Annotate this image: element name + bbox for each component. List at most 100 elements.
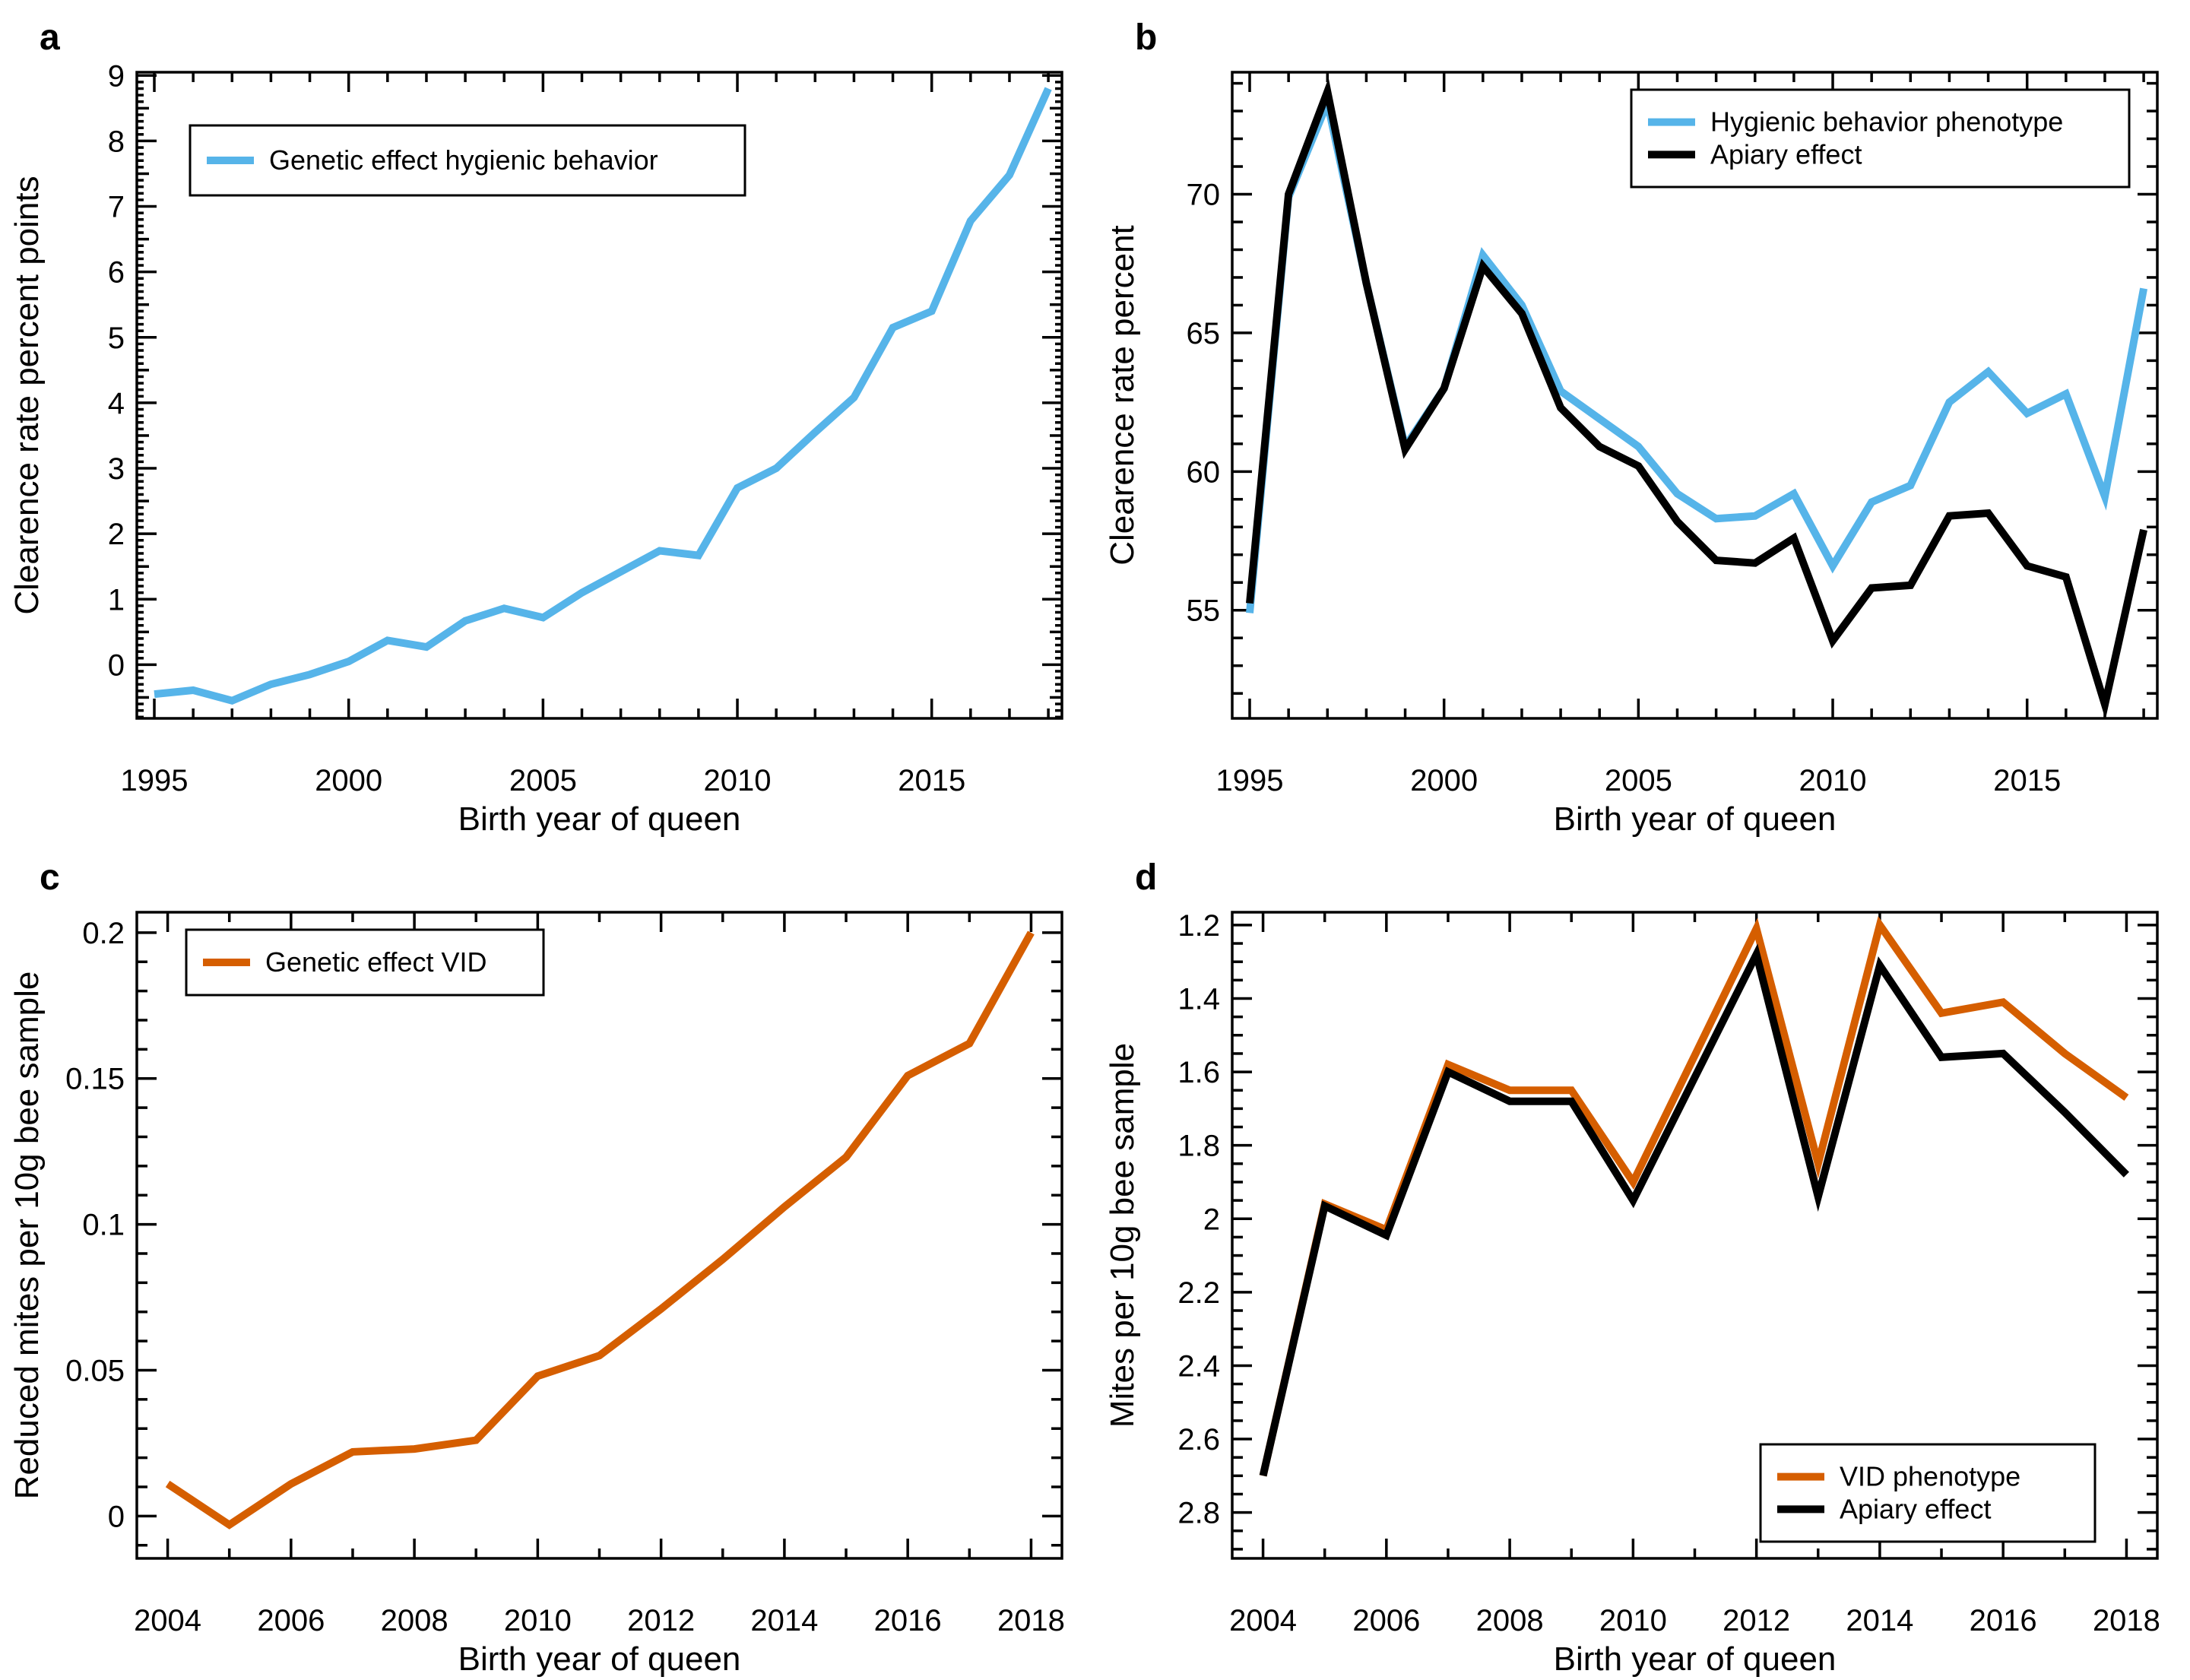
y-tick-label: 1.2	[1177, 909, 1220, 943]
series-line-genetic-effect-hygienic-behavior	[154, 87, 1052, 705]
tick-labels: 1995 2000 2005 2010 2015 55 60 65 70	[1187, 179, 2062, 797]
x-tick-label: 2005	[1605, 764, 1672, 797]
x-tick-label: 2004	[134, 1604, 201, 1637]
y-tick-label: 2.6	[1177, 1423, 1220, 1457]
y-axis-title: Clearence rate percent points	[8, 176, 46, 614]
x-tick-label: 1995	[1216, 764, 1284, 797]
y-tick-label: 0	[108, 1500, 125, 1533]
y-tick-label: 60	[1187, 455, 1221, 489]
y-tick-label: 55	[1187, 594, 1221, 628]
y-tick-label: 6	[108, 256, 125, 290]
legend-label: Genetic effect VID	[265, 946, 486, 978]
y-tick-label: 2.2	[1177, 1276, 1220, 1310]
x-tick-label: 2010	[504, 1604, 572, 1637]
y-tick-label: 8	[108, 125, 125, 158]
x-tick-label: 2005	[509, 764, 577, 797]
x-tick-label: 2016	[874, 1604, 942, 1637]
y-tick-label: 2.8	[1177, 1497, 1220, 1530]
y-tick-label: 1.6	[1177, 1056, 1220, 1089]
legend: Genetic effect hygienic behavior	[189, 124, 746, 197]
x-axis-title: Birth year of queen	[1554, 800, 1837, 838]
x-tick-label: 2012	[627, 1604, 695, 1637]
y-tick-label: 2	[108, 518, 125, 551]
x-tick-label: 2008	[1476, 1604, 1544, 1637]
legend-label: Genetic effect hygienic behavior	[269, 144, 658, 176]
x-tick-label: 1995	[121, 764, 189, 797]
panel-letter-b: b	[1135, 17, 1158, 58]
tick-labels: 2004 2006 2008 2010 2012 2014 2016 2018 1.2 1.4 1.…	[1177, 909, 2160, 1637]
ticks	[137, 912, 1062, 1558]
y-tick-label: 1.8	[1177, 1130, 1220, 1163]
y-tick-label: 1.4	[1177, 982, 1220, 1016]
panel-a: a 1995 2000 2005 2010 2015 0 1 2 3 4 5 6 7 8 9 Birth ye…	[0, 0, 1095, 840]
panel-letter-a: a	[40, 17, 60, 58]
series-line-apiary-effect	[1259, 943, 2129, 1477]
series-line-vid-phenotype	[1259, 916, 2129, 1477]
x-axis-title: Birth year of queen	[458, 1640, 741, 1678]
chart-svg-b: 1995 2000 2005 2010 2015 55 60 65 70 Birth year o…	[1104, 71, 2159, 838]
x-tick-label: 2006	[1352, 1604, 1420, 1637]
x-tick-label: 2008	[381, 1604, 448, 1637]
y-axis-title: Clearence rate percent	[1104, 225, 1141, 566]
legend-label: Apiary effect	[1710, 138, 1862, 170]
tick-labels: 2004 2006 2008 2010 2012 2014 2016 2018 0 0.05 0.1…	[65, 917, 1065, 1637]
ticks	[1232, 72, 2157, 718]
y-tick-label: 65	[1187, 317, 1221, 350]
plot-frame	[1231, 71, 2159, 720]
legend-box	[189, 124, 746, 197]
x-tick-label: 2010	[1599, 1604, 1667, 1637]
x-tick-label: 2010	[1799, 764, 1867, 797]
y-axis-title: Reduced mites per 10g bee sample	[8, 972, 46, 1500]
legend-label: Hygienic behavior phenotype	[1710, 106, 2063, 138]
legend: Genetic effect VID	[185, 928, 545, 997]
legend-box	[1759, 1443, 2097, 1543]
series-line-genetic-effect-vid	[165, 930, 1035, 1529]
x-tick-label: 2015	[898, 764, 965, 797]
y-tick-label: 7	[108, 191, 125, 224]
x-axis-title: Birth year of queen	[1554, 1640, 1837, 1678]
x-axis-title: Birth year of queen	[458, 800, 741, 838]
y-tick-label: 5	[108, 322, 125, 355]
chart-svg-a: 1995 2000 2005 2010 2015 0 1 2 3 4 5 6 7 8 9 Birth year…	[8, 59, 1063, 838]
y-tick-label: 0.05	[65, 1354, 125, 1387]
x-tick-label: 2000	[315, 764, 382, 797]
x-tick-label: 2018	[997, 1604, 1065, 1637]
x-tick-label: 2000	[1410, 764, 1478, 797]
x-tick-label: 2004	[1229, 1604, 1297, 1637]
x-tick-label: 2014	[750, 1604, 818, 1637]
y-tick-label: 1	[108, 583, 125, 617]
y-tick-label: 2.4	[1177, 1349, 1220, 1383]
y-tick-label: 0.15	[65, 1063, 125, 1096]
y-tick-label: 4	[108, 387, 125, 420]
panel-letter-d: d	[1135, 857, 1158, 898]
x-tick-label: 2006	[257, 1604, 325, 1637]
x-tick-label: 2018	[2093, 1604, 2160, 1637]
y-tick-label: 0.2	[82, 917, 125, 950]
x-tick-label: 2016	[1970, 1604, 2037, 1637]
y-tick-label: 9	[108, 59, 125, 93]
chart-svg-d: 2004 2006 2008 2010 2012 2014 2016 2018 1.2 1.4 1.…	[1104, 909, 2160, 1678]
legend-label: Apiary effect	[1840, 1493, 1991, 1524]
y-tick-label: 0.1	[82, 1209, 125, 1242]
chart-svg-c: 2004 2006 2008 2010 2012 2014 2016 2018 0 0.05 0.1…	[8, 911, 1065, 1678]
y-tick-label: 0	[108, 648, 125, 682]
x-tick-label: 2012	[1723, 1604, 1790, 1637]
x-tick-label: 2015	[1993, 764, 2061, 797]
panel-c: c 2004 2006 2008 2010 2012 2014 2016 2018 0 0.05 0…	[0, 840, 1095, 1680]
plot-frame	[135, 911, 1063, 1560]
panel-b: b 1995 2000 2005 2010 2015 55 60 65 70 Birth year…	[1095, 0, 2190, 840]
legend-label: VID phenotype	[1840, 1461, 2020, 1492]
ticks	[137, 72, 1062, 719]
panel-d: d 2004 2006 2008 2010 2012 2014 2016 2018 1.2 1.4…	[1095, 840, 2190, 1680]
series-line-apiary-effect	[1246, 78, 2147, 720]
y-axis-title: Mites per 10g bee sample	[1104, 1043, 1141, 1428]
panel-letter-c: c	[40, 857, 60, 898]
x-tick-label: 2014	[1846, 1604, 1913, 1637]
x-tick-label: 2010	[704, 764, 772, 797]
tick-labels: 1995 2000 2005 2010 2015 0 1 2 3 4 5 6 7 8 9	[108, 59, 965, 797]
y-tick-label: 2	[1203, 1203, 1220, 1236]
y-tick-label: 70	[1187, 179, 1221, 212]
y-tick-label: 3	[108, 452, 125, 486]
